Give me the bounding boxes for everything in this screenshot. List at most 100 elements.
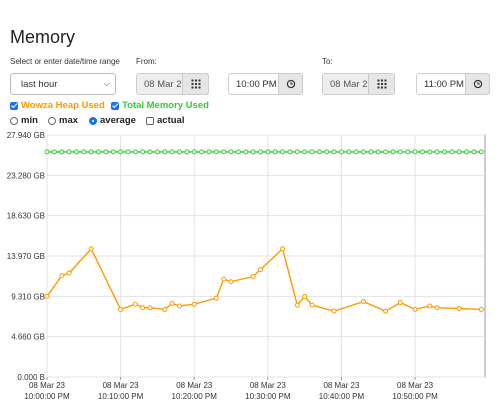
series-point-0 — [191, 149, 197, 155]
series-point-1 — [412, 306, 418, 312]
calendar-grid-icon — [377, 79, 386, 89]
total-memory-toggle[interactable]: Total Memory Used — [111, 100, 209, 111]
series-point-0 — [456, 149, 462, 155]
actual-toggle[interactable]: actual — [146, 115, 184, 126]
series-point-1 — [280, 246, 286, 252]
series-point-0 — [228, 149, 234, 155]
from-clock-button[interactable] — [279, 73, 303, 95]
series-point-0 — [375, 149, 381, 155]
series-point-0 — [405, 149, 411, 155]
x-tick-time-label: 10:20:00 PM — [172, 392, 218, 401]
x-tick-time-label: 10:50:00 PM — [392, 392, 438, 401]
series-point-0 — [59, 149, 65, 155]
series-point-1 — [213, 295, 219, 301]
to-time-field[interactable]: 11:00 PM — [416, 73, 466, 95]
series-point-1 — [478, 306, 484, 312]
series-point-1 — [88, 246, 94, 252]
actual-label: actual — [157, 115, 185, 126]
series-point-0 — [449, 149, 455, 155]
x-tick-date-label: 08 Mar 23 — [176, 381, 213, 390]
to-label: To: — [322, 57, 333, 66]
series-point-0 — [51, 149, 57, 155]
page-title: Memory — [10, 27, 76, 47]
radio-selected-icon — [89, 116, 97, 125]
series-point-0 — [88, 149, 94, 155]
series-point-0 — [235, 149, 241, 155]
series-point-0 — [250, 149, 256, 155]
mode-average-label: average — [100, 115, 136, 126]
x-tick-date-label: 08 Mar 23 — [323, 381, 360, 390]
series-point-0 — [368, 149, 374, 155]
series-point-0 — [73, 149, 79, 155]
y-tick-label: 4.660 GB — [11, 333, 45, 342]
series-point-0 — [221, 149, 227, 155]
series-point-1 — [250, 274, 256, 280]
x-tick-date-label: 08 Mar 23 — [250, 381, 287, 390]
series-point-0 — [265, 149, 271, 155]
chevron-down-icon: ⌵ — [103, 79, 110, 88]
series-point-0 — [125, 149, 131, 155]
mode-min-radio[interactable]: min — [10, 115, 38, 126]
series-point-1 — [331, 308, 337, 314]
series-point-0 — [81, 149, 87, 155]
x-tick-time-label: 10:00:00 PM — [24, 392, 70, 401]
x-axis-ticks: 08 Mar 23 10:00:00 PM 08 Mar 23 10:10:00 PM… — [24, 377, 438, 401]
series-point-0 — [177, 149, 183, 155]
from-date-field[interactable]: 08 Mar 23 — [136, 73, 183, 95]
grid-lines — [46, 134, 485, 378]
x-tick-date-label: 08 Mar 23 — [29, 381, 66, 390]
series-point-0 — [338, 149, 344, 155]
series-point-0 — [419, 149, 425, 155]
series-point-0 — [302, 149, 308, 155]
y-tick-label: 9.310 GB — [11, 292, 45, 301]
series-point-0 — [397, 149, 403, 155]
to-clock-button[interactable] — [466, 73, 490, 95]
series-point-1 — [44, 293, 50, 299]
series-point-1 — [118, 306, 124, 312]
series-point-0 — [442, 149, 448, 155]
x-tick-time-label: 10:30:00 PM — [245, 392, 291, 401]
series-point-0 — [162, 149, 168, 155]
mode-average-radio[interactable]: average — [89, 115, 136, 126]
x-tick-date-label: 08 Mar 23 — [103, 381, 140, 390]
heap-used-label: Wowza Heap Used — [21, 100, 105, 111]
from-time-field[interactable]: 10:00 PM — [228, 73, 279, 95]
from-calendar-button[interactable] — [183, 73, 209, 95]
series-point-1 — [456, 306, 462, 312]
mode-max-radio[interactable]: max — [48, 115, 78, 126]
radio-unselected-icon — [10, 116, 18, 125]
clock-icon — [473, 79, 482, 89]
series-point-0 — [390, 149, 396, 155]
series-point-0 — [169, 149, 175, 155]
to-date-field[interactable]: 08 Mar 23 — [322, 73, 369, 95]
series-point-0 — [140, 149, 146, 155]
y-tick-label: 27.940 GB — [7, 131, 45, 140]
mode-min-label: min — [21, 115, 38, 126]
series-point-0 — [383, 149, 389, 155]
to-calendar-button[interactable] — [369, 73, 395, 95]
series-point-1 — [191, 301, 197, 307]
calendar-grid-icon — [191, 79, 200, 89]
series-point-0 — [132, 149, 138, 155]
y-tick-label: 0.000 B — [17, 373, 45, 382]
series-point-1 — [147, 305, 153, 311]
series-point-0 — [478, 149, 484, 155]
series-point-0 — [280, 149, 286, 155]
series-point-0 — [96, 149, 102, 155]
series-point-1 — [294, 302, 300, 308]
heap-used-toggle[interactable]: Wowza Heap Used — [10, 100, 105, 111]
series-point-0 — [118, 149, 124, 155]
series-point-0 — [309, 149, 315, 155]
series-point-0 — [331, 149, 337, 155]
series-point-0 — [206, 149, 212, 155]
series-point-0 — [213, 149, 219, 155]
series-point-1 — [66, 270, 72, 276]
checkbox-unchecked-icon — [146, 116, 154, 125]
range-select[interactable]: last hour ⌵ — [10, 73, 116, 95]
series-point-1 — [228, 279, 234, 285]
series-point-0 — [346, 149, 352, 155]
series-point-0 — [243, 149, 249, 155]
series-point-0 — [353, 149, 359, 155]
from-label: From: — [136, 57, 157, 66]
series-point-0 — [464, 149, 470, 155]
